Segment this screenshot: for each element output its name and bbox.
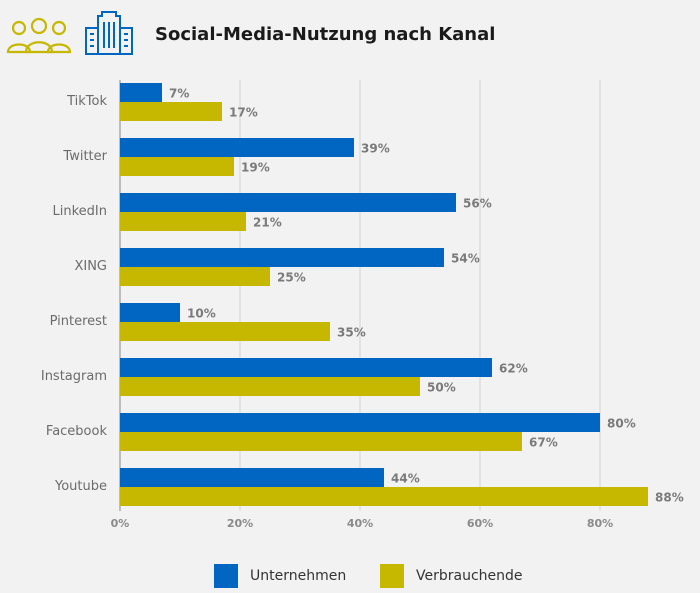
- bar-facebook-verbrauchende: [120, 432, 522, 451]
- x-tick-label-20: 20%: [227, 517, 253, 530]
- people-group-icon: [6, 17, 72, 54]
- legend-label-unternehmen: Unternehmen: [250, 568, 347, 584]
- bar-linkedin-verbrauchende: [120, 212, 246, 231]
- value-label-youtube-verbrauchende: 88%: [655, 491, 684, 505]
- bar-pinterest-unternehmen: [120, 303, 180, 322]
- value-label-twitter-verbrauchende: 19%: [241, 161, 270, 175]
- value-label-pinterest-verbrauchende: 35%: [337, 326, 366, 340]
- bar-instagram-verbrauchende: [120, 377, 420, 396]
- category-label-youtube: Youtube: [54, 479, 107, 494]
- legend-item-verbrauchende: Verbrauchende: [380, 564, 523, 588]
- bar-chart: 0% 20% 40% 60% 80% TikTok 7% 17% Twitter 39% 19% Li…: [41, 80, 684, 531]
- bar-twitter-verbrauchende: [120, 157, 234, 176]
- category-label-xing: XING: [74, 259, 107, 274]
- bar-pinterest-verbrauchende: [120, 322, 330, 341]
- legend-label-verbrauchende: Verbrauchende: [416, 568, 523, 584]
- value-label-instagram-verbrauchende: 50%: [427, 381, 456, 395]
- office-building-icon: [85, 11, 133, 55]
- legend-item-unternehmen: Unternehmen: [214, 564, 346, 588]
- x-tick-label-40: 40%: [347, 517, 373, 530]
- x-tick-label-0: 0%: [111, 517, 130, 530]
- x-tick-label-60: 60%: [467, 517, 493, 530]
- category-label-facebook: Facebook: [46, 424, 108, 439]
- bar-linkedin-unternehmen: [120, 193, 456, 212]
- x-tick-label-80: 80%: [587, 517, 613, 530]
- value-label-instagram-unternehmen: 62%: [499, 362, 528, 376]
- labels: 0% 20% 40% 60% 80% TikTok 7% 17% Twitter 39% 19% Li…: [41, 87, 684, 531]
- bar-xing-unternehmen: [120, 248, 444, 267]
- chart-title: Social-Media-Nutzung nach Kanal: [155, 24, 496, 45]
- legend-swatch-unternehmen: [214, 564, 238, 588]
- value-label-pinterest-unternehmen: 10%: [187, 307, 216, 321]
- bar-youtube-verbrauchende: [120, 487, 648, 506]
- bar-youtube-unternehmen: [120, 468, 384, 487]
- bar-tiktok-verbrauchende: [120, 102, 222, 121]
- value-label-tiktok-verbrauchende: 17%: [229, 106, 258, 120]
- value-label-tiktok-unternehmen: 7%: [169, 87, 189, 101]
- bar-xing-verbrauchende: [120, 267, 270, 286]
- value-label-linkedin-unternehmen: 56%: [463, 197, 492, 211]
- bar-facebook-unternehmen: [120, 413, 600, 432]
- value-label-xing-unternehmen: 54%: [451, 252, 480, 266]
- category-label-twitter: Twitter: [62, 149, 107, 164]
- legend: Unternehmen Verbrauchende: [0, 564, 700, 588]
- bar-tiktok-unternehmen: [120, 83, 162, 102]
- value-label-facebook-unternehmen: 80%: [607, 417, 636, 431]
- category-label-instagram: Instagram: [41, 369, 107, 384]
- category-label-tiktok: TikTok: [66, 94, 107, 109]
- value-label-twitter-unternehmen: 39%: [361, 142, 390, 156]
- value-label-xing-verbrauchende: 25%: [277, 271, 306, 285]
- bars: [120, 83, 648, 506]
- category-label-pinterest: Pinterest: [50, 314, 107, 329]
- value-label-linkedin-verbrauchende: 21%: [253, 216, 282, 230]
- legend-swatch-verbrauchende: [380, 564, 404, 588]
- bar-instagram-unternehmen: [120, 358, 492, 377]
- bar-twitter-unternehmen: [120, 138, 354, 157]
- value-label-facebook-verbrauchende: 67%: [529, 436, 558, 450]
- value-label-youtube-unternehmen: 44%: [391, 472, 420, 486]
- category-label-linkedin: LinkedIn: [53, 204, 107, 219]
